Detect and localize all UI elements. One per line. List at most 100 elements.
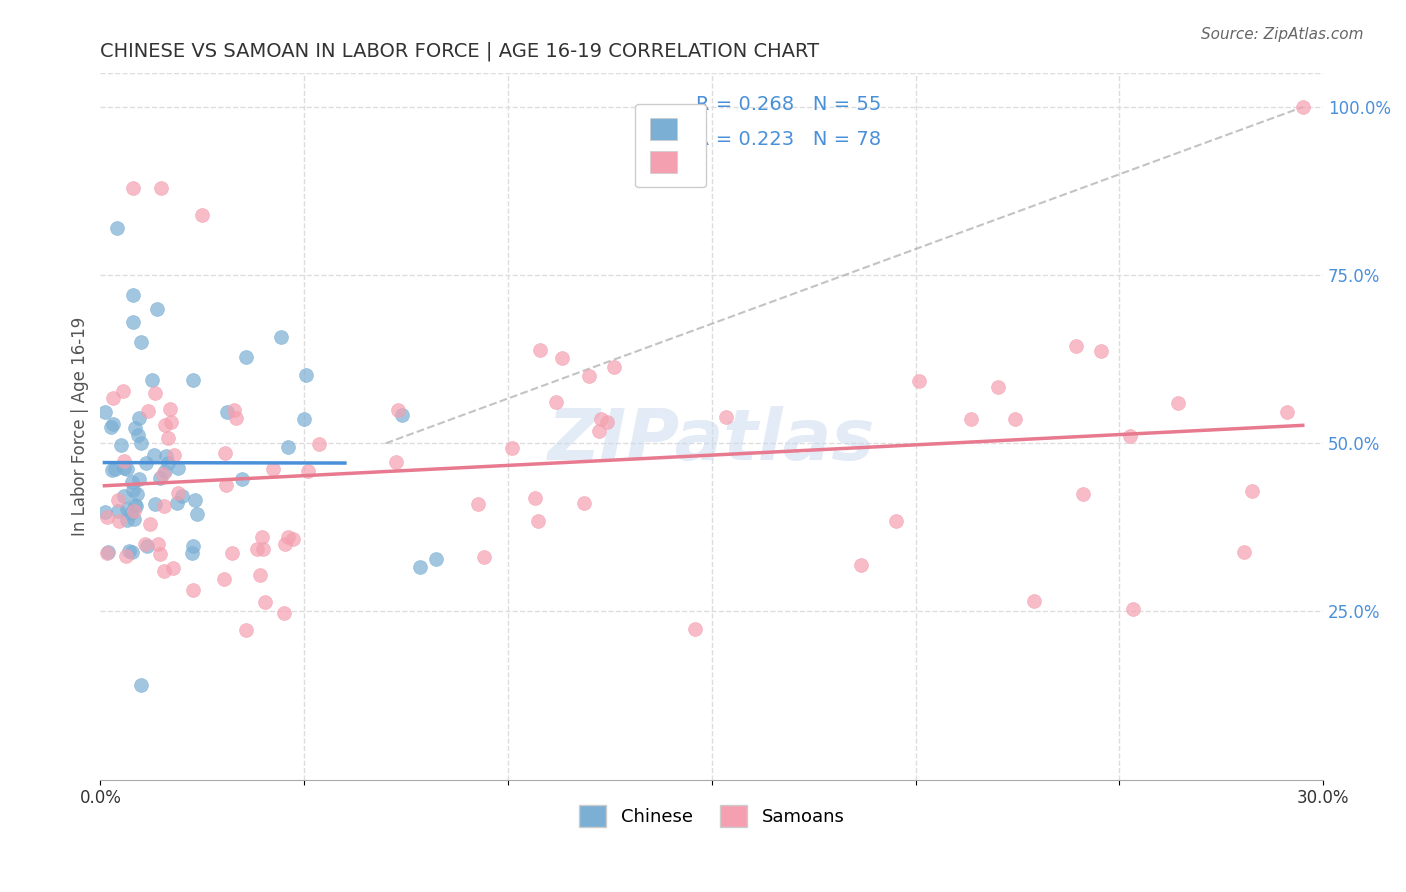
Point <box>121 483 143 497</box>
Point <box>163 448 186 462</box>
Point <box>231 472 253 486</box>
Point <box>959 411 981 425</box>
Point <box>409 560 432 574</box>
Point <box>221 546 243 560</box>
Point <box>297 464 319 478</box>
Point <box>167 485 190 500</box>
Point <box>550 351 572 366</box>
Point <box>603 359 626 374</box>
Text: R = 0.223   N = 78: R = 0.223 N = 78 <box>696 130 882 150</box>
Point <box>467 497 489 511</box>
Point <box>308 437 330 451</box>
Point <box>1167 396 1189 410</box>
Point <box>596 415 619 429</box>
Point <box>591 412 613 426</box>
Point <box>128 472 150 486</box>
Point <box>120 506 142 520</box>
Text: ZIPatlas: ZIPatlas <box>548 406 876 475</box>
Point <box>527 514 550 528</box>
Point <box>129 335 152 350</box>
Point <box>1122 602 1144 616</box>
Point <box>295 368 318 382</box>
Point <box>153 418 176 433</box>
Point <box>117 501 139 516</box>
Point <box>1275 405 1298 419</box>
Point <box>129 678 152 692</box>
Point <box>110 438 132 452</box>
Point <box>1241 484 1264 499</box>
Point <box>181 582 204 597</box>
Point <box>262 462 284 476</box>
Point <box>155 450 177 464</box>
Point <box>1090 343 1112 358</box>
Point <box>118 544 141 558</box>
Point <box>115 513 138 527</box>
Point <box>907 374 929 388</box>
Point <box>93 506 115 520</box>
Point <box>97 545 120 559</box>
Point <box>112 461 135 475</box>
Point <box>252 542 274 557</box>
Point <box>574 496 596 510</box>
Point <box>136 404 159 418</box>
Point <box>121 475 143 489</box>
Text: Source: ZipAtlas.com: Source: ZipAtlas.com <box>1201 27 1364 42</box>
Point <box>124 498 146 512</box>
Point <box>250 530 273 544</box>
Point <box>100 420 122 434</box>
Point <box>111 384 134 399</box>
Point <box>235 623 257 637</box>
Point <box>181 373 204 387</box>
Point <box>186 507 208 521</box>
Point <box>108 514 131 528</box>
Point <box>544 395 567 409</box>
Point <box>103 462 125 476</box>
Point <box>146 301 169 316</box>
Point <box>1233 545 1256 559</box>
Point <box>1292 100 1315 114</box>
Point <box>122 512 145 526</box>
Point <box>145 386 167 401</box>
Point <box>122 315 145 329</box>
Point <box>212 572 235 586</box>
Point <box>181 539 204 553</box>
Point <box>235 350 257 364</box>
Point <box>107 504 129 518</box>
Point <box>129 436 152 450</box>
Point <box>851 558 873 572</box>
Point <box>103 391 125 405</box>
Point <box>153 500 176 514</box>
Point <box>141 373 163 387</box>
Point <box>125 487 148 501</box>
Point <box>472 550 495 565</box>
Point <box>143 498 166 512</box>
Point <box>146 537 169 551</box>
Point <box>214 445 236 459</box>
Point <box>215 405 238 419</box>
Point <box>578 369 600 384</box>
Point <box>135 457 157 471</box>
Point <box>105 221 128 235</box>
Point <box>683 623 706 637</box>
Point <box>124 421 146 435</box>
Point <box>121 545 143 559</box>
Point <box>107 493 129 508</box>
Point <box>143 448 166 462</box>
Point <box>281 533 304 547</box>
Point <box>152 467 174 481</box>
Point <box>191 208 214 222</box>
Point <box>159 401 181 416</box>
Point <box>1004 411 1026 425</box>
Point <box>101 463 124 477</box>
Point <box>156 430 179 444</box>
Point <box>277 530 299 544</box>
Legend: Chinese, Samoans: Chinese, Samoans <box>572 797 852 834</box>
Point <box>273 606 295 620</box>
Point <box>153 464 176 478</box>
Point <box>987 380 1010 394</box>
Point <box>391 408 413 422</box>
Point <box>225 411 247 425</box>
Point <box>183 492 205 507</box>
Point <box>128 411 150 425</box>
Point <box>523 491 546 505</box>
